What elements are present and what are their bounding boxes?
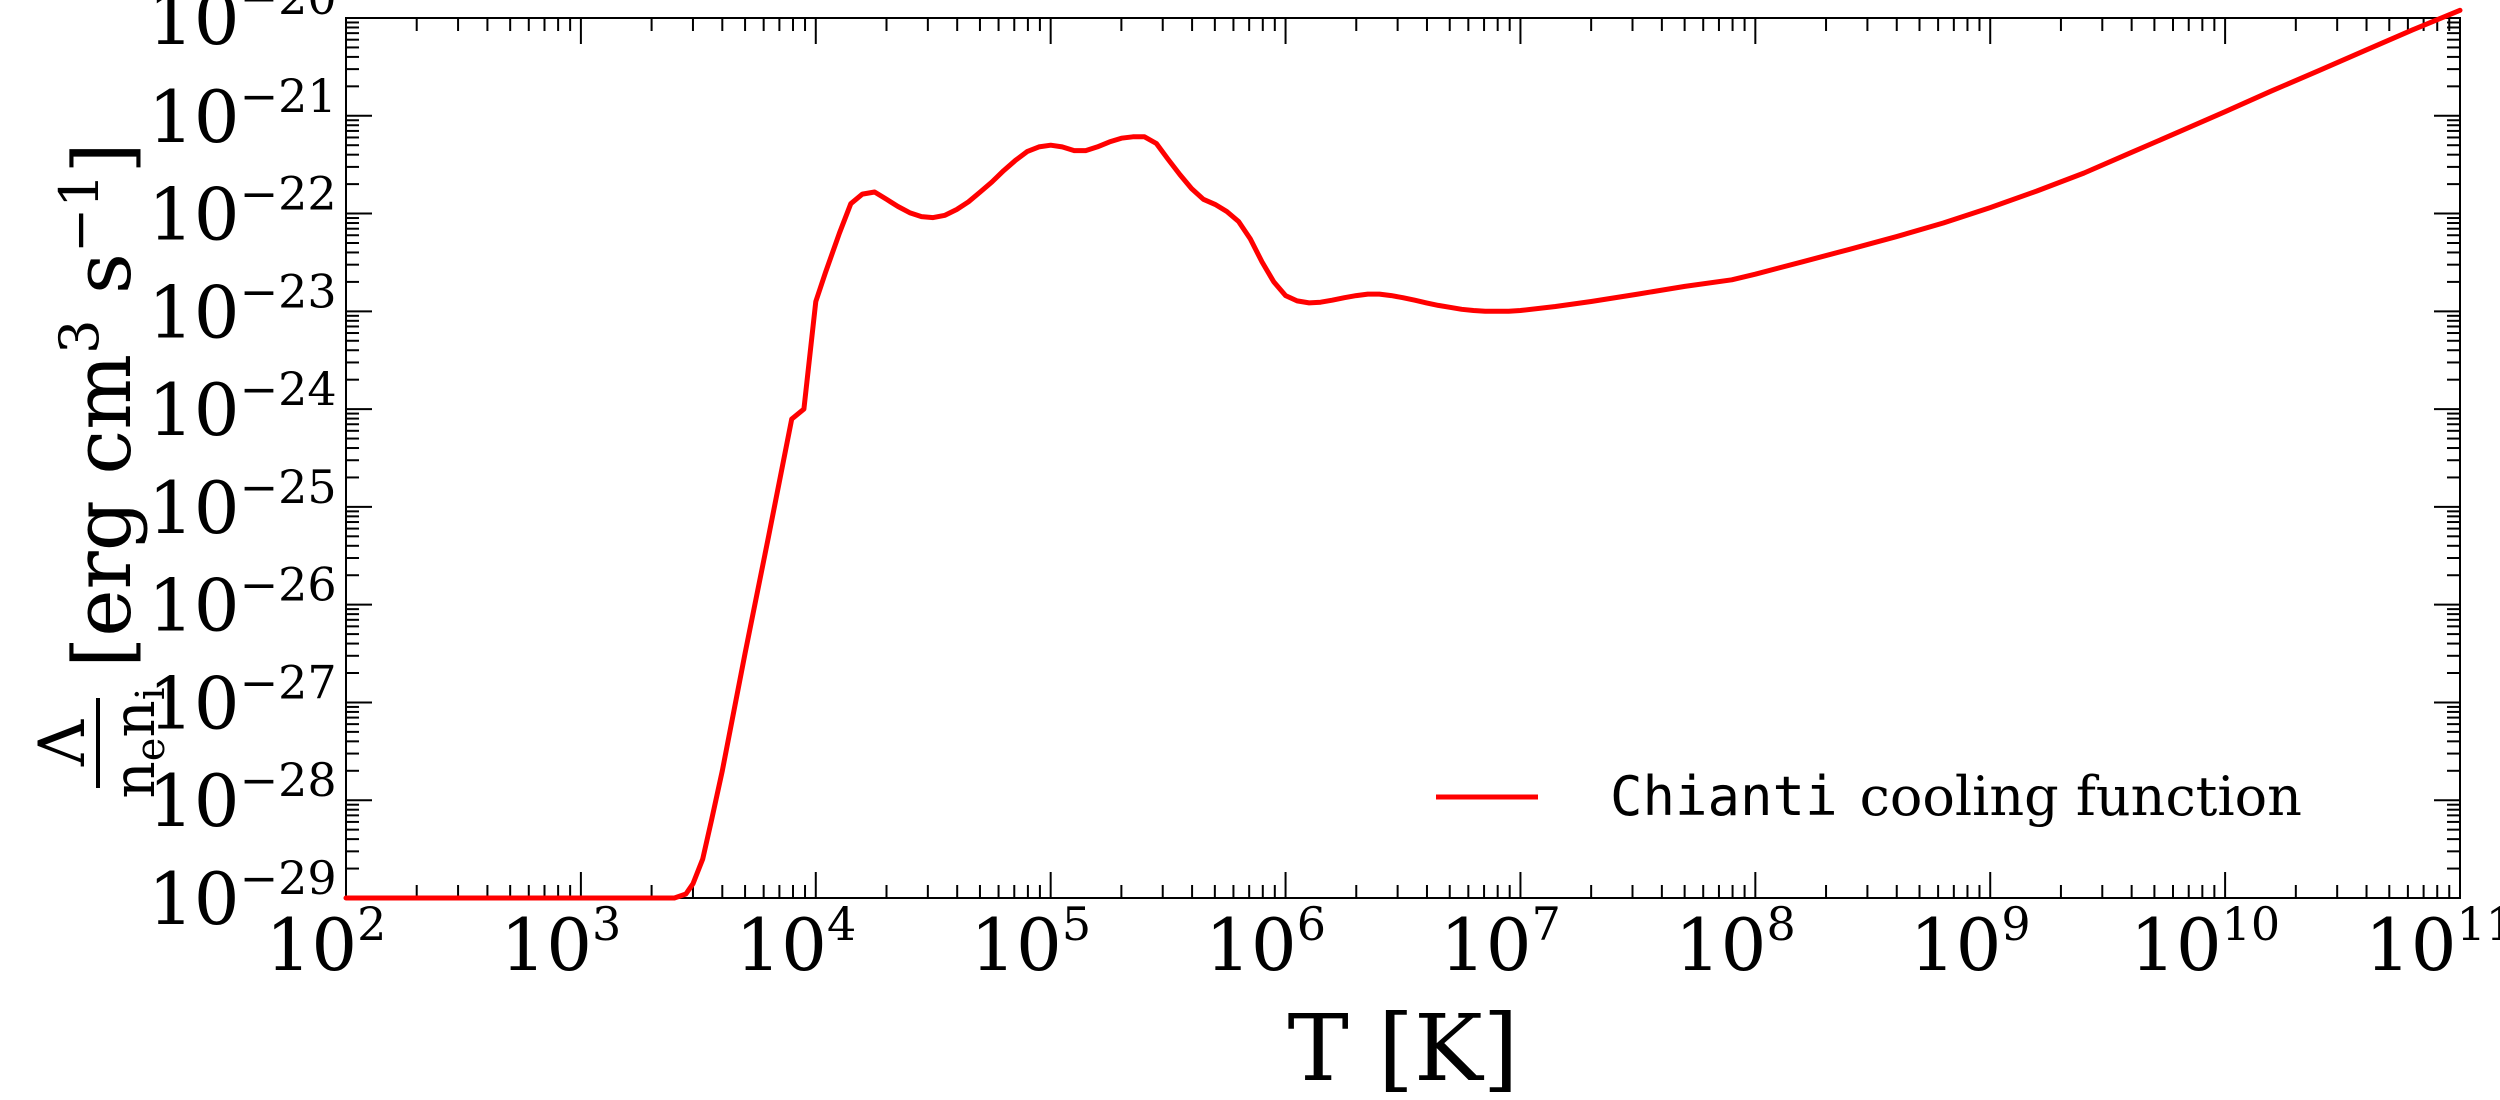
y-label-denominator: neni: [100, 687, 174, 798]
x-tick-label: 102: [266, 897, 387, 987]
x-tick-label: 104: [735, 897, 856, 987]
y-tick-label-base: 10: [148, 173, 240, 257]
x-tick-label: 1010: [2130, 897, 2280, 987]
x-tick-label-exp: 6: [1297, 897, 1326, 951]
legend-label-rest: cooling function: [1860, 765, 2302, 828]
y-tick-label: 10−26: [148, 558, 337, 648]
legend-label-mono: Chianti: [1610, 765, 1838, 828]
y-label-units-mid: s: [56, 253, 149, 319]
x-tick-label-exp: 11: [2457, 897, 2500, 951]
y-tick-label-exp: −22: [240, 167, 337, 221]
y-tick-label: 10−29: [148, 851, 337, 941]
x-tick-label-base: 10: [2130, 903, 2222, 987]
y-tick-labels: 10−2910−2810−2710−2610−2510−2410−2310−22…: [148, 0, 337, 941]
y-tick-label-base: 10: [148, 759, 240, 843]
x-tick-label-exp: 9: [2001, 897, 2030, 951]
y-tick-label-exp: −24: [240, 362, 337, 416]
y-tick-label-exp: −20: [240, 0, 337, 25]
x-tick-label-exp: 4: [827, 897, 856, 951]
x-tick-label-base: 10: [500, 903, 592, 987]
x-tick-label-base: 10: [735, 903, 827, 987]
y-tick-label-base: 10: [148, 270, 240, 354]
y-tick-label-base: 10: [148, 466, 240, 550]
y-axis-title: Λ neni [erg cm3 s−1]: [26, 142, 174, 798]
y-tick-label: 10−23: [148, 264, 337, 354]
x-tick-label-exp: 2: [357, 897, 386, 951]
y-label-units-exp2: −1: [48, 173, 111, 253]
y-label-den-sub1: e: [128, 738, 174, 762]
x-tick-label: 107: [1440, 897, 1561, 987]
y-tick-label-exp: −23: [240, 264, 337, 318]
y-label-units-open: [erg cm: [56, 354, 149, 668]
y-label-den-n1: n: [100, 761, 168, 798]
plot-frame: [345, 17, 2461, 899]
y-tick-label-base: 10: [148, 661, 240, 745]
y-label-units-close: ]: [56, 142, 149, 173]
x-tick-label-base: 10: [1910, 903, 2002, 987]
x-tick-label-base: 10: [1205, 903, 1297, 987]
x-tick-label: 108: [1675, 897, 1796, 987]
axis-ticks: [345, 17, 2461, 899]
y-tick-label-exp: −25: [240, 460, 337, 514]
x-tick-label: 106: [1205, 897, 1326, 987]
y-tick-label-exp: −21: [240, 69, 337, 123]
y-tick-label-exp: −26: [240, 558, 337, 612]
series-line-0: [343, 7, 2463, 901]
y-tick-label: 10−27: [148, 655, 337, 745]
x-tick-label-exp: 3: [592, 897, 621, 951]
x-tick-label: 105: [970, 897, 1091, 987]
y-tick-label-base: 10: [148, 75, 240, 159]
x-tick-label-exp: 10: [2222, 897, 2281, 951]
y-tick-label-base: 10: [148, 564, 240, 648]
x-axis-title: T [K]: [1287, 995, 1518, 1100]
y-tick-label-exp: −27: [240, 655, 337, 709]
x-tick-label-exp: 7: [1532, 897, 1561, 951]
y-tick-label: 10−22: [148, 167, 337, 257]
x-tick-label-base: 10: [2365, 903, 2457, 987]
x-tick-label: 109: [1910, 897, 2031, 987]
x-tick-label-base: 10: [1675, 903, 1767, 987]
y-tick-label-base: 10: [148, 857, 240, 941]
y-tick-label: 10−21: [148, 69, 337, 159]
y-label-den-sub2: i: [128, 687, 174, 700]
y-label-units-exp1: 3: [48, 320, 111, 354]
x-tick-label-base: 10: [1440, 903, 1532, 987]
y-tick-label-exp: −28: [240, 753, 337, 807]
y-label-units: [erg cm3 s−1]: [48, 142, 149, 668]
y-tick-label: 10−20: [148, 0, 337, 61]
y-label-numerator: Λ: [26, 719, 100, 767]
legend: Chianti cooling function: [1436, 765, 2302, 828]
y-tick-label: 10−25: [148, 460, 337, 550]
x-tick-label-exp: 5: [1062, 897, 1091, 951]
y-tick-label: 10−24: [148, 362, 337, 452]
y-tick-label-base: 10: [148, 0, 240, 61]
y-tick-label: 10−28: [148, 753, 337, 843]
x-tick-label-exp: 8: [1767, 897, 1796, 951]
x-tick-label: 103: [500, 897, 621, 987]
x-tick-label-base: 10: [970, 903, 1062, 987]
legend-label: Chianti cooling function: [1610, 765, 2302, 828]
y-tick-label-exp: −29: [240, 851, 337, 905]
y-tick-label-base: 10: [148, 368, 240, 452]
y-label-den-n2: n: [100, 700, 168, 737]
x-tick-label-base: 10: [266, 903, 358, 987]
